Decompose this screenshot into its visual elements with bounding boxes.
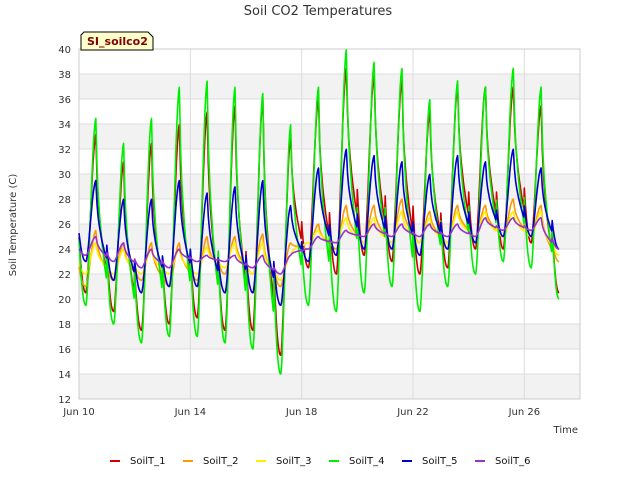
x-tick-label: Jun 22 xyxy=(396,407,429,418)
y-tick-label: 20 xyxy=(58,295,71,306)
y-tick-label: 16 xyxy=(58,345,71,356)
y-tick-label: 22 xyxy=(58,270,71,281)
background-band-shaded xyxy=(79,324,580,349)
y-tick-label: 14 xyxy=(58,370,71,381)
site-label-text: SI_soilco2 xyxy=(87,35,148,48)
y-tick-label: 24 xyxy=(58,245,71,256)
y-tick-label: 30 xyxy=(58,170,71,181)
x-tick-label: Jun 26 xyxy=(508,407,541,418)
legend-label: SoilT_1 xyxy=(130,456,166,467)
background-band-shaded xyxy=(79,374,580,399)
series-line-soilt_6 xyxy=(78,217,560,275)
y-tick-label: 40 xyxy=(58,45,71,56)
plot-frame xyxy=(78,48,581,400)
y-tick-label: 28 xyxy=(58,195,71,206)
y-tick-label: 12 xyxy=(58,395,71,406)
y-tick-label: 38 xyxy=(58,70,71,81)
chart-title: Soil CO2 Temperatures xyxy=(244,4,393,19)
legend-label: SoilT_2 xyxy=(203,456,239,467)
y-axis-ticks: 12 14 16 18 20 22 24 26 28 30 32 34 36 38 40 xyxy=(58,45,71,406)
x-axis-title: Time xyxy=(553,425,578,436)
y-tick-label: 26 xyxy=(58,220,71,231)
x-tick-label: Jun 18 xyxy=(285,407,318,418)
legend-label: SoilT_3 xyxy=(276,456,312,467)
background-band-shaded xyxy=(79,124,580,149)
site-label-box: SI_soilco2 xyxy=(80,31,154,51)
series-lines xyxy=(78,49,560,375)
x-tick-label: Jun 10 xyxy=(62,407,95,418)
background-band-shaded xyxy=(79,74,580,99)
legend-label: SoilT_5 xyxy=(422,456,458,467)
y-tick-label: 34 xyxy=(58,120,71,131)
y-tick-label: 18 xyxy=(58,320,71,331)
x-axis-ticks: Jun 10 Jun 14 Jun 18 Jun 22 Jun 26 xyxy=(62,407,540,418)
y-axis-title: Soil Temperature (C) xyxy=(8,174,19,277)
legend-label: SoilT_6 xyxy=(495,456,531,467)
series-line-soilt_5 xyxy=(78,148,560,307)
legend-label: SoilT_4 xyxy=(349,456,385,467)
site-label-background xyxy=(80,31,154,51)
y-tick-label: 32 xyxy=(58,145,71,156)
y-tick-label: 36 xyxy=(58,95,71,106)
legend: SoilT_1 SoilT_2 SoilT_3 SoilT_4 SoilT_5 SoilT… xyxy=(110,456,531,467)
x-tick-label: Jun 14 xyxy=(174,407,207,418)
background-band-shaded xyxy=(79,274,580,299)
